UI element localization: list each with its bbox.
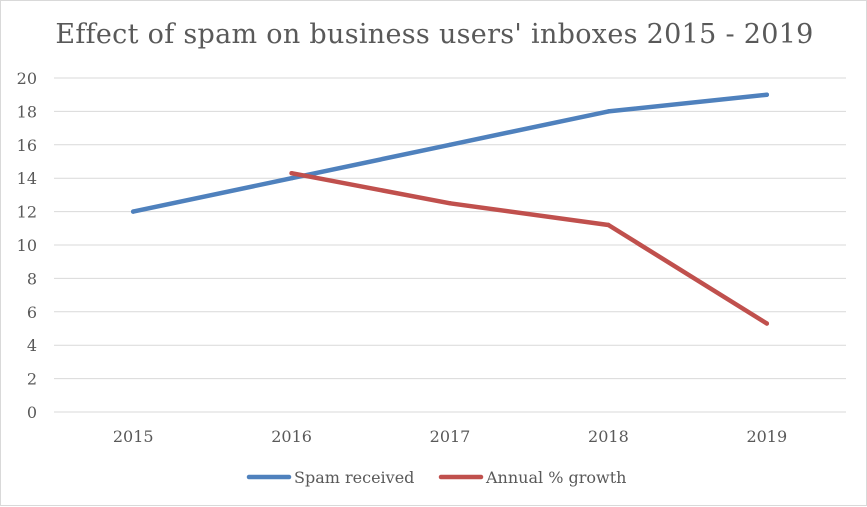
series-line-1 xyxy=(130,92,770,214)
chart-title: Effect of spam on business users' inboxe… xyxy=(55,19,814,50)
y-tick-label: 6 xyxy=(27,303,37,322)
y-tick-label: 20 xyxy=(17,69,37,88)
y-tick-label: 16 xyxy=(17,136,37,155)
x-tick-label: 2017 xyxy=(430,427,471,446)
x-tick-label: 2019 xyxy=(746,427,787,446)
series-2-point xyxy=(764,321,769,326)
series-2-point xyxy=(606,222,611,228)
series-1-point xyxy=(289,176,294,181)
series-line-2 xyxy=(289,170,770,326)
y-tick-label: 18 xyxy=(17,102,37,121)
series-2-point xyxy=(289,170,294,176)
y-tick-label: 8 xyxy=(27,269,37,288)
series-1-point xyxy=(131,209,136,214)
series-1-point xyxy=(447,142,453,147)
x-tick-label: 2016 xyxy=(271,427,312,446)
y-tick-label: 2 xyxy=(27,370,37,389)
series-1-point xyxy=(606,109,611,114)
legend-label: Annual % growth xyxy=(485,468,626,487)
x-tick-label: 2018 xyxy=(588,427,629,446)
y-tick-label: 4 xyxy=(27,336,37,355)
legend-label: Spam received xyxy=(294,468,414,487)
series-1-point xyxy=(764,92,769,97)
series-2-point xyxy=(447,201,453,206)
y-tick-label: 10 xyxy=(17,236,37,255)
x-tick-label: 2015 xyxy=(113,427,154,446)
y-tick-label: 14 xyxy=(17,169,37,188)
y-tick-label: 12 xyxy=(17,203,37,222)
y-tick-label: 0 xyxy=(27,403,37,422)
